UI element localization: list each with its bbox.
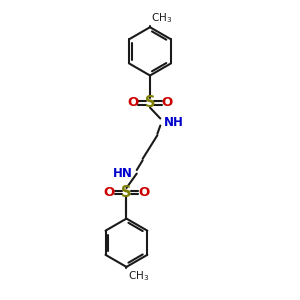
Text: CH$_3$: CH$_3$	[128, 269, 149, 283]
Text: NH: NH	[164, 116, 184, 128]
Text: S: S	[121, 185, 132, 200]
Text: O: O	[103, 186, 115, 199]
Text: O: O	[162, 96, 173, 110]
Text: O: O	[127, 96, 138, 110]
Text: HN: HN	[113, 167, 133, 180]
Text: S: S	[145, 95, 155, 110]
Text: O: O	[138, 186, 149, 199]
Text: CH$_3$: CH$_3$	[152, 11, 173, 25]
